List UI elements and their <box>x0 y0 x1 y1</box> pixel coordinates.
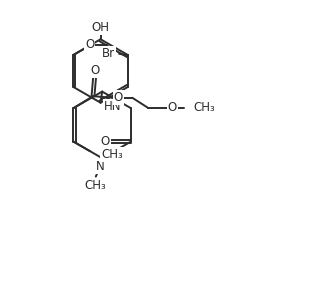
Text: HN: HN <box>104 100 121 113</box>
Text: O: O <box>100 135 110 148</box>
Text: O: O <box>90 64 99 77</box>
Text: CH₃: CH₃ <box>84 179 106 192</box>
Text: O: O <box>114 91 123 104</box>
Text: CH₃: CH₃ <box>101 148 123 161</box>
Text: CH₃: CH₃ <box>194 101 215 114</box>
Text: O: O <box>85 38 94 52</box>
Text: O: O <box>168 101 177 114</box>
Text: N: N <box>96 160 105 173</box>
Text: Br: Br <box>102 47 115 60</box>
Text: OH: OH <box>92 21 110 34</box>
